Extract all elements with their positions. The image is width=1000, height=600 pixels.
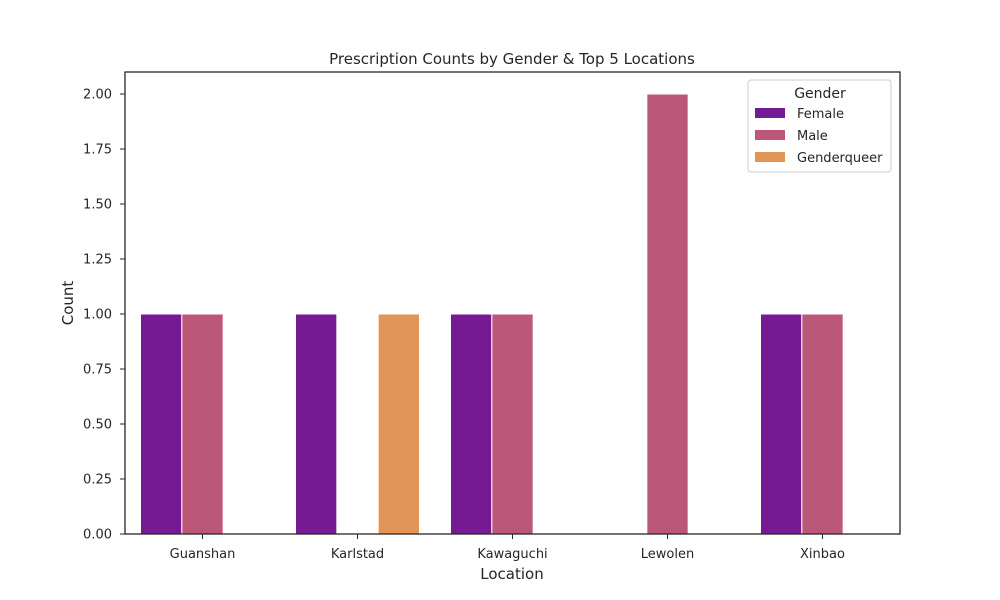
- y-tick-label: 0.00: [83, 528, 112, 543]
- bar-male-xinbao: [801, 313, 844, 535]
- y-tick-label: 2.00: [83, 88, 112, 103]
- y-tick-label: 1.25: [83, 253, 112, 268]
- y-axis-label: Count: [59, 281, 77, 326]
- legend: Gender Female Male Genderqueer: [747, 79, 892, 173]
- x-tick-label: Kawaguchi: [477, 547, 547, 562]
- y-tick-label: 1.00: [83, 308, 112, 323]
- x-tick-label: Guanshan: [170, 547, 236, 562]
- bar-male-lewolen: [646, 93, 689, 535]
- y-tick-label: 0.25: [83, 473, 112, 488]
- legend-label-female: Female: [797, 107, 844, 122]
- bar-female-xinbao: [760, 313, 803, 535]
- y-axis: 0.00 0.25 0.50 0.75 1.00 1.25 1.50 1.75 2.00: [83, 88, 125, 543]
- x-tick-label: Xinbao: [800, 547, 845, 562]
- legend-label-genderqueer: Genderqueer: [797, 151, 883, 166]
- y-tick-label: 0.75: [83, 363, 112, 378]
- bar-male-guanshan: [181, 313, 224, 535]
- legend-swatch-genderqueer: [755, 152, 785, 162]
- bar-male-kawaguchi: [491, 313, 534, 535]
- legend-items: Female Male Genderqueer: [755, 107, 883, 166]
- legend-frame: [747, 79, 892, 173]
- legend-label-male: Male: [797, 129, 828, 144]
- legend-swatch-male: [755, 130, 785, 140]
- plot-frame: [124, 71, 901, 535]
- x-axis-label: Location: [480, 565, 543, 583]
- legend-title: Gender: [794, 86, 846, 102]
- bar-female-guanshan: [140, 313, 183, 535]
- bar-female-karlstad: [295, 313, 338, 535]
- bars-group: [140, 93, 844, 535]
- y-tick-label: 1.75: [83, 143, 112, 158]
- x-axis: Guanshan Karlstad Kawaguchi Lewolen Xinbao: [170, 534, 845, 562]
- x-tick-label: Lewolen: [641, 547, 694, 562]
- chart-title: Prescription Counts by Gender & Top 5 Lo…: [329, 50, 695, 68]
- bar-female-kawaguchi: [450, 313, 493, 535]
- y-tick-label: 0.50: [83, 418, 112, 433]
- legend-swatch-female: [755, 108, 785, 118]
- bar-genderqueer-karlstad: [377, 313, 420, 535]
- x-tick-label: Karlstad: [331, 547, 384, 562]
- y-tick-label: 1.50: [83, 198, 112, 213]
